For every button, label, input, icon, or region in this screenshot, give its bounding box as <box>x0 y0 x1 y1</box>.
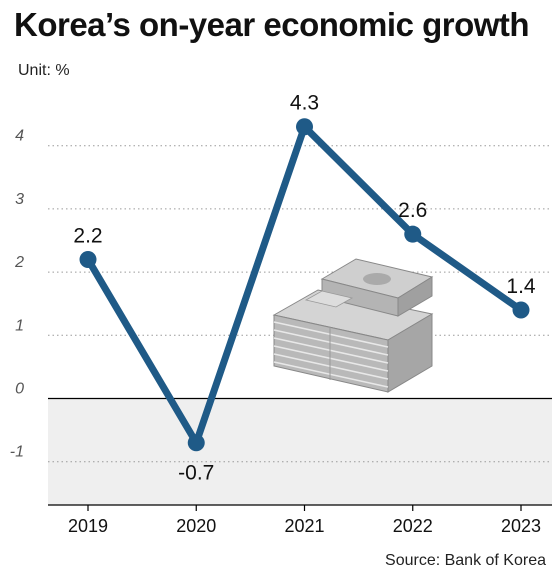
series-line <box>84 123 525 447</box>
y-tick-label: 3 <box>15 191 24 208</box>
data-point <box>79 250 97 268</box>
x-tick-label: 2023 <box>501 516 541 536</box>
data-point <box>296 118 313 136</box>
data-point <box>187 434 205 452</box>
data-point <box>404 225 422 243</box>
data-label: 4.3 <box>290 92 319 115</box>
data-label: 1.4 <box>506 275 536 298</box>
money-stack-icon <box>272 258 434 393</box>
data-label: -0.7 <box>178 462 214 485</box>
x-tick-label: 2022 <box>393 516 433 536</box>
y-tick-label: 0 <box>15 381 24 398</box>
x-tick-label: 2021 <box>284 516 324 536</box>
x-tick-label: 2020 <box>176 516 216 536</box>
data-points <box>79 118 530 452</box>
data-labels: 2.2 -0.7 4.3 2.6 1.4 <box>73 92 536 485</box>
y-tick-label: 2 <box>14 254 24 271</box>
y-tick-label: 4 <box>15 128 24 145</box>
negative-region-band <box>48 398 552 505</box>
data-point <box>512 301 530 319</box>
y-tick-label: -1 <box>10 444 24 461</box>
y-axis-ticks: 4 3 2 1 0 -1 <box>10 128 24 461</box>
x-tick-label: 2019 <box>68 516 108 536</box>
unit-label: Unit: % <box>18 62 70 79</box>
chart-title: Korea’s on-year economic growth <box>14 6 530 43</box>
y-tick-label: 1 <box>15 317 24 334</box>
data-label: 2.6 <box>398 199 427 222</box>
source-note: Source: Bank of Korea <box>385 552 546 569</box>
x-axis: 2019 2020 2021 2022 2023 <box>48 504 552 536</box>
data-label: 2.2 <box>73 224 102 247</box>
